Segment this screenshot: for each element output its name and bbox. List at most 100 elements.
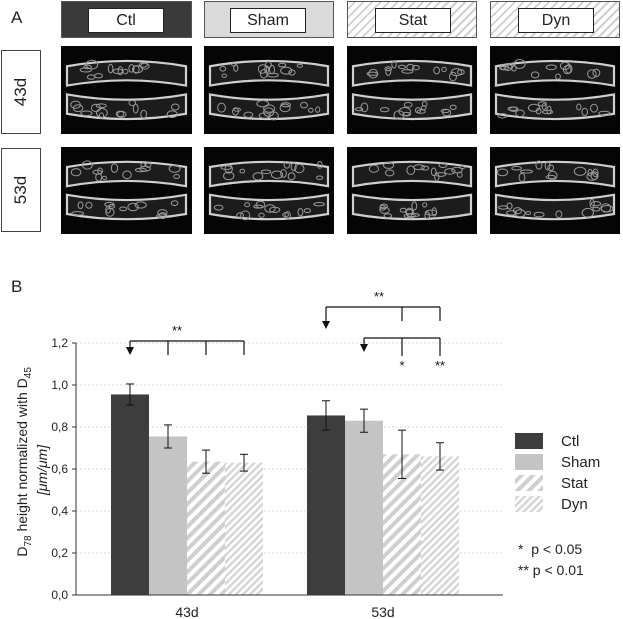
bone-outline (65, 160, 188, 188)
trabecula (403, 101, 413, 108)
trabecula (170, 103, 180, 111)
legend-swatch-sham (515, 454, 543, 470)
trabecula (258, 112, 271, 119)
trabecula (256, 100, 270, 108)
trabecula (224, 164, 233, 174)
trabecula (555, 210, 563, 218)
significance-note: * p < 0.05 (518, 541, 582, 557)
trabecula (258, 212, 265, 218)
x-tick-label: 53d (371, 604, 394, 619)
trabecula (252, 172, 264, 181)
trabecula (297, 207, 304, 217)
header-sham-label: Sham (230, 8, 306, 33)
trabecula (391, 60, 397, 69)
sig-53d-dyn: ** (435, 358, 445, 373)
bone-outline (208, 193, 330, 221)
sig-53d-stat: * (399, 358, 404, 373)
trabecula (81, 160, 93, 170)
trabecula (449, 71, 457, 82)
trabecula (112, 68, 124, 75)
trabecula (240, 210, 251, 221)
trabecula (259, 69, 268, 79)
header-dyn-label: Dyn (518, 8, 594, 33)
trabecula (406, 165, 416, 176)
trabecula (496, 168, 509, 177)
trabecula (379, 204, 387, 211)
trabecula (411, 201, 418, 211)
trabecula (401, 69, 414, 74)
trabecula (385, 169, 395, 177)
trabecula (590, 171, 599, 181)
trabecula (157, 209, 168, 217)
trabecula (233, 64, 239, 72)
trabecula (96, 108, 108, 118)
trabecula (101, 175, 108, 180)
trabecula (511, 165, 522, 171)
trabecula (587, 69, 597, 79)
micro-ct-texture (208, 59, 330, 121)
trabecula (268, 111, 279, 121)
trabecula (422, 202, 428, 208)
trabecula (94, 73, 103, 79)
trabecula (83, 64, 92, 70)
header-stat: Stat (347, 1, 477, 38)
header-dyn: Dyn (490, 1, 620, 38)
trabecula (134, 167, 147, 173)
bar-dyn-43d (225, 462, 263, 595)
trabecula (384, 66, 393, 72)
micro-ct-texture (494, 160, 616, 221)
trabecula (518, 172, 526, 183)
trabecula (166, 110, 178, 119)
legend-label-ctl: Ctl (561, 433, 579, 450)
legend-swatch-stat (515, 475, 543, 491)
trabecula (253, 204, 264, 209)
trabecula (308, 107, 314, 113)
trabecula (244, 202, 251, 208)
trabecula (70, 168, 82, 177)
trabecula (379, 206, 390, 214)
trabecula (573, 166, 587, 176)
header-sham: Sham (204, 1, 334, 38)
legend-label-sham: Sham (561, 454, 600, 471)
micro-ct-texture (208, 160, 330, 221)
trabecula (79, 67, 93, 73)
arrow-53d-outer (322, 321, 330, 329)
trabecula (507, 106, 519, 111)
trabecula (451, 166, 463, 174)
trabecula (368, 164, 379, 173)
trabecula (128, 64, 135, 73)
bar-sham-43d (149, 436, 187, 595)
trabecula (280, 66, 293, 75)
trabecula (576, 103, 582, 111)
sig-53d-outer: ** (374, 289, 384, 304)
trabecula (283, 160, 291, 169)
bone-outline (208, 93, 330, 121)
micro-ct-texture (494, 59, 616, 121)
trabecula (434, 172, 440, 182)
trabecula (449, 104, 457, 110)
trabecula (223, 171, 235, 181)
panel-b-letter: B (11, 277, 23, 296)
micro-ct-texture (65, 160, 188, 221)
trabecula (459, 165, 466, 170)
bar-stat-43d (187, 461, 225, 595)
trabecula (279, 103, 291, 113)
legend-label-stat: Stat (561, 475, 589, 492)
trabecula (270, 170, 284, 179)
bone-outline (351, 93, 473, 121)
trabecula (581, 107, 588, 117)
trabecula (497, 113, 508, 119)
trabecula (450, 68, 463, 77)
row-label-43d: 43d (1, 50, 41, 134)
trabecula (398, 107, 412, 117)
y-tick-label: 1,0 (51, 378, 68, 392)
trabecula (535, 107, 542, 115)
bone-outline (494, 59, 616, 87)
trabecula (533, 211, 545, 218)
micro-ct-texture (351, 160, 473, 221)
trabecula (117, 110, 127, 118)
trabecula (316, 175, 324, 180)
panel-a-letter: A (11, 8, 23, 27)
trabecula (284, 211, 291, 220)
trabecula (239, 168, 246, 174)
